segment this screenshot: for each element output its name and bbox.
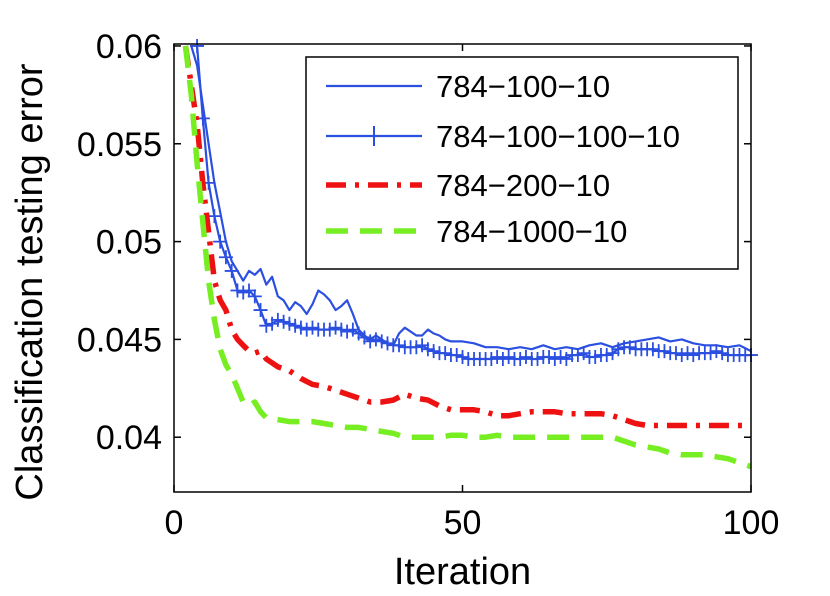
data-point-marker [530,351,545,366]
data-point-marker [715,346,730,361]
data-point-marker [645,342,660,357]
legend: 784−100−10 784−100−100−10 784−200−10 784−10… [305,56,739,270]
data-point-marker [611,342,626,357]
data-point-marker [622,340,637,355]
data-point-marker [368,332,383,347]
legend-label-2: 784−100−100−10 [436,119,680,154]
x-tick-label: 100 [723,504,780,542]
data-point-marker [686,348,701,363]
y-tick-label: 0.045 [77,321,162,359]
y-tick-label: 0.055 [77,126,162,164]
data-point-marker [247,289,262,304]
data-point-marker [570,348,585,363]
data-point-marker [259,318,274,333]
data-point-marker [553,350,568,365]
legend-label-3: 784−200−10 [436,168,610,203]
data-point-marker [657,344,672,359]
data-point-marker [374,334,389,349]
data-point-marker [409,340,424,355]
data-point-marker [709,344,724,359]
y-tick-label: 0.06 [96,28,162,66]
data-point-marker [501,350,516,365]
data-point-marker [236,285,251,300]
data-point-marker [213,234,228,249]
ticks-layer: 0 50 100 0.04 0.045 0.05 0.055 0.06 [77,28,779,542]
data-point-marker [328,320,343,335]
data-point-marker [207,209,222,224]
data-point-marker [305,320,320,335]
data-point-marker [190,38,205,53]
data-point-marker [438,346,453,361]
series-line-4 [182,45,752,470]
data-point-marker [340,324,355,339]
data-point-marker [392,338,407,353]
data-point-marker [253,303,268,318]
x-axis-label: Iteration [394,551,531,593]
data-point-marker [599,348,614,363]
data-point-marker [518,350,533,365]
y-tick-label: 0.05 [96,224,162,262]
data-point-marker [455,350,470,365]
legend-marker [364,126,384,146]
series-layer [182,38,758,470]
legend-label-1: 784−100−10 [436,69,610,104]
data-point-marker [380,336,395,351]
data-point-marker [276,314,291,329]
data-point-marker [242,283,257,298]
data-point-marker [588,350,603,365]
data-point-marker [288,318,303,333]
x-tick-label: 50 [444,504,482,542]
data-point-marker [420,342,435,357]
data-point-marker [282,316,297,331]
x-tick-label: 0 [165,504,184,542]
data-point-marker [270,312,285,327]
data-point-marker [218,250,233,265]
y-tick-label: 0.04 [96,419,162,457]
series-line-3 [182,45,751,429]
data-point-marker [449,348,464,363]
y-axis-label: Classification testing error [9,63,51,501]
legend-label-4: 784−1000−10 [436,214,627,249]
data-point-marker [426,344,441,359]
data-point-marker [224,263,239,278]
